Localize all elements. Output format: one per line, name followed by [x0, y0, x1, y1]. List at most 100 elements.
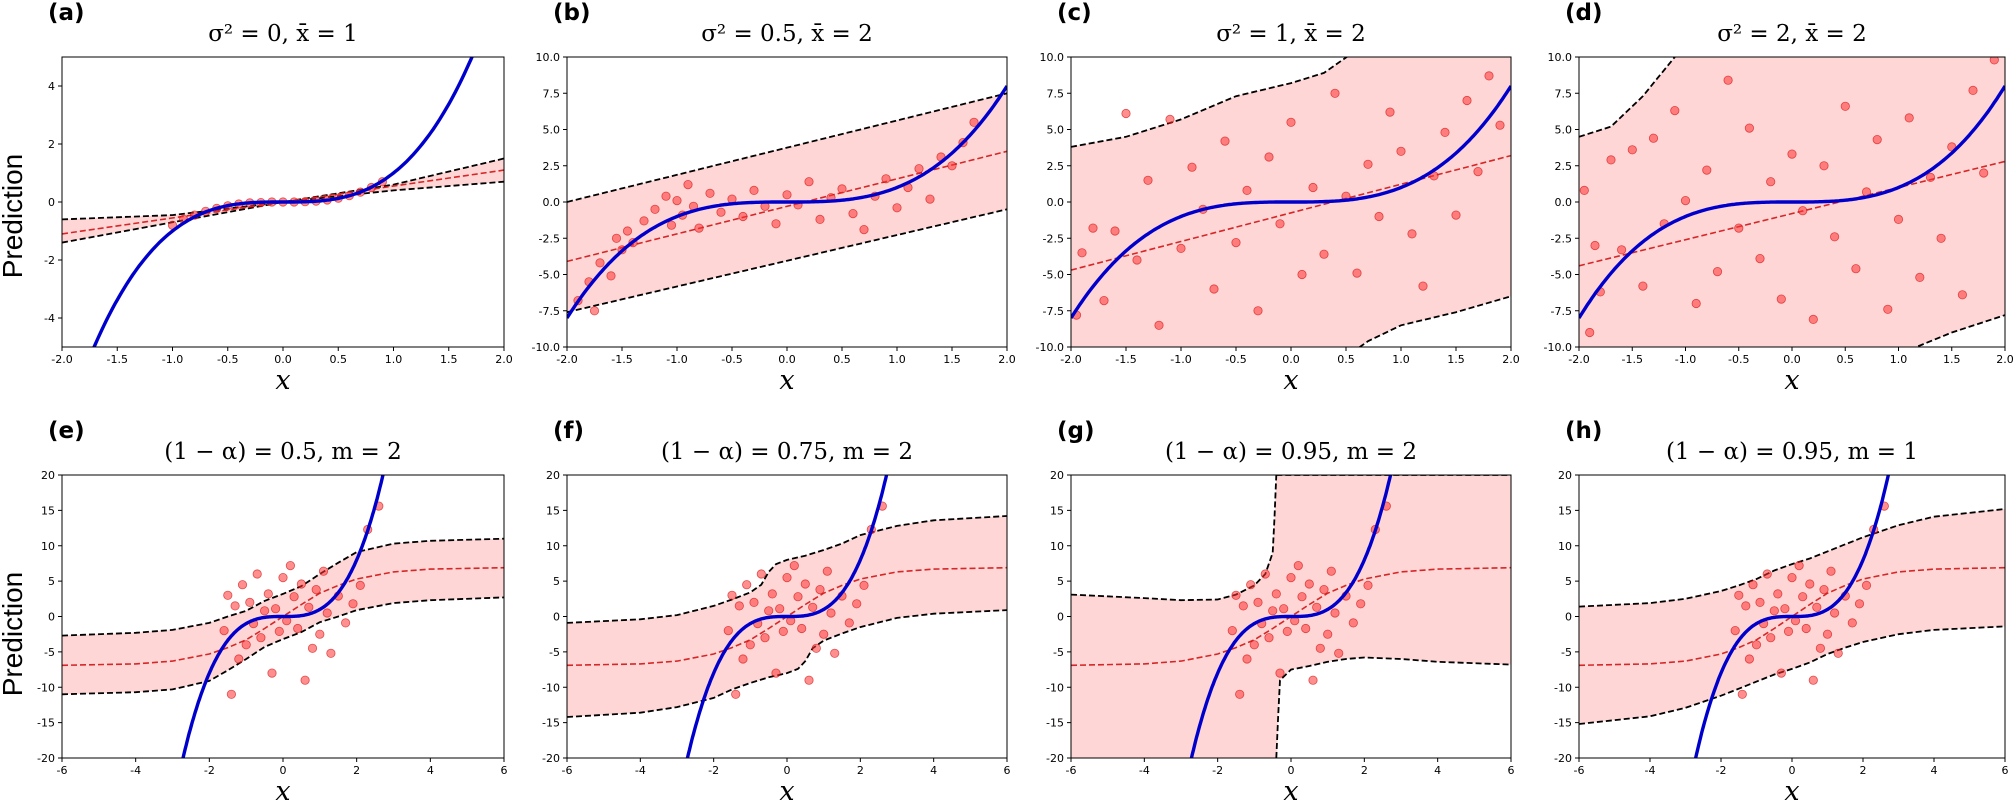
- x-tick-label: 6: [2002, 764, 2009, 777]
- data-point: [1702, 165, 1712, 175]
- data-point: [1326, 566, 1336, 576]
- data-point: [1798, 592, 1808, 602]
- data-point: [1883, 304, 1893, 314]
- x-tick-label: 0.5: [833, 353, 851, 366]
- data-point: [1253, 597, 1263, 608]
- data-point: [1264, 152, 1274, 162]
- data-point: [606, 271, 616, 281]
- data-point: [1819, 161, 1829, 171]
- data-point: [245, 597, 255, 608]
- data-point: [1744, 654, 1755, 664]
- data-point: [1847, 618, 1857, 628]
- plot-area: [1579, 475, 2005, 758]
- x-tick-label: -2.0: [1060, 353, 1081, 366]
- data-point: [1249, 640, 1259, 650]
- data-point: [892, 203, 902, 213]
- truth-curve: [1071, 85, 1511, 319]
- data-point: [760, 633, 770, 643]
- data-point: [1751, 640, 1762, 650]
- panel-label: (b): [553, 0, 591, 26]
- y-tick-label: 10: [41, 540, 55, 553]
- x-tick-label: -6: [57, 764, 68, 777]
- x-tick-label: -1.0: [666, 353, 687, 366]
- x-tick-label: 1.5: [1943, 353, 1961, 366]
- y-tick-label: -20: [1046, 752, 1064, 765]
- data-point: [223, 590, 233, 600]
- x-tick-label: -2.0: [556, 353, 577, 366]
- data-point: [914, 164, 924, 174]
- data-point: [289, 592, 299, 602]
- data-point: [745, 640, 755, 650]
- y-tick-label: -5.0: [539, 269, 560, 282]
- data-point: [731, 689, 741, 699]
- x-tick-label: -1.5: [1115, 353, 1136, 366]
- data-point: [1356, 599, 1366, 609]
- data-point: [1275, 668, 1285, 678]
- panel-label: (h): [1565, 418, 1602, 444]
- y-tick-label: -10: [1554, 681, 1572, 694]
- y-tick-label: 0: [48, 196, 55, 209]
- x-axis-label: x: [1283, 776, 1298, 803]
- x-tick-label: 4: [1434, 764, 1441, 777]
- y-tick-label: -10: [37, 681, 55, 694]
- data-point: [1282, 626, 1292, 637]
- data-point: [1801, 623, 1811, 634]
- y-tick-label: 7.5: [543, 87, 561, 100]
- data-point: [1231, 238, 1241, 248]
- data-point: [1154, 320, 1164, 330]
- x-tick-label: 1.5: [440, 353, 458, 366]
- panel-label: (e): [48, 418, 85, 444]
- lower-bound-line: [62, 180, 504, 244]
- data-point: [969, 117, 979, 127]
- y-tick-label: -15: [542, 717, 560, 730]
- data-point: [1798, 206, 1808, 216]
- data-point: [1808, 314, 1818, 324]
- data-point: [1730, 625, 1740, 636]
- x-tick-label: 0: [784, 764, 791, 777]
- plot-area: [1071, 475, 1511, 758]
- data-point: [1187, 162, 1197, 172]
- data-point: [1830, 608, 1840, 618]
- data-point: [1253, 306, 1263, 316]
- y-tick-label: 0: [553, 611, 560, 624]
- data-point: [1585, 327, 1595, 338]
- data-point: [315, 629, 325, 639]
- data-point: [1242, 654, 1252, 664]
- y-tick-label: -10: [542, 681, 560, 694]
- data-point: [1840, 101, 1850, 111]
- y-tick-label: -7.5: [539, 305, 560, 318]
- y-tick-label: 0.0: [543, 196, 561, 209]
- data-point: [1833, 648, 1843, 658]
- data-point: [1235, 689, 1245, 699]
- data-point: [1385, 107, 1395, 117]
- data-point: [1769, 606, 1779, 616]
- data-point: [771, 219, 781, 229]
- y-tick-label: 10: [1558, 540, 1572, 553]
- y-tick-label: -7.5: [1551, 305, 1572, 318]
- data-point: [661, 191, 671, 201]
- y-tick-label: 15: [546, 504, 560, 517]
- y-tick-label: 10: [546, 540, 560, 553]
- x-tick-label: 1.0: [385, 353, 403, 366]
- y-tick-label: 5: [553, 575, 560, 588]
- y-tick-label: 20: [546, 469, 560, 482]
- data-point: [340, 618, 351, 628]
- y-tick-label: 10.0: [536, 51, 561, 64]
- y-tick-label: 2.5: [1047, 160, 1065, 173]
- data-point: [278, 572, 288, 583]
- x-tick-label: 2: [1361, 764, 1368, 777]
- data-point: [815, 584, 825, 595]
- data-point: [1766, 633, 1776, 643]
- x-axis-label: x: [275, 776, 290, 803]
- y-tick-label: 7.5: [1555, 87, 1573, 100]
- data-point: [808, 602, 818, 612]
- y-tick-label: 0: [1565, 611, 1572, 624]
- y-tick-label: -20: [542, 752, 560, 765]
- x-tick-label: 0.0: [1282, 353, 1300, 366]
- panel-label: (f): [553, 418, 584, 444]
- data-point: [844, 618, 854, 628]
- data-point: [300, 675, 310, 685]
- data-point: [1099, 295, 1109, 306]
- panel-title: σ² = 2, x̄ = 2: [1717, 21, 1867, 47]
